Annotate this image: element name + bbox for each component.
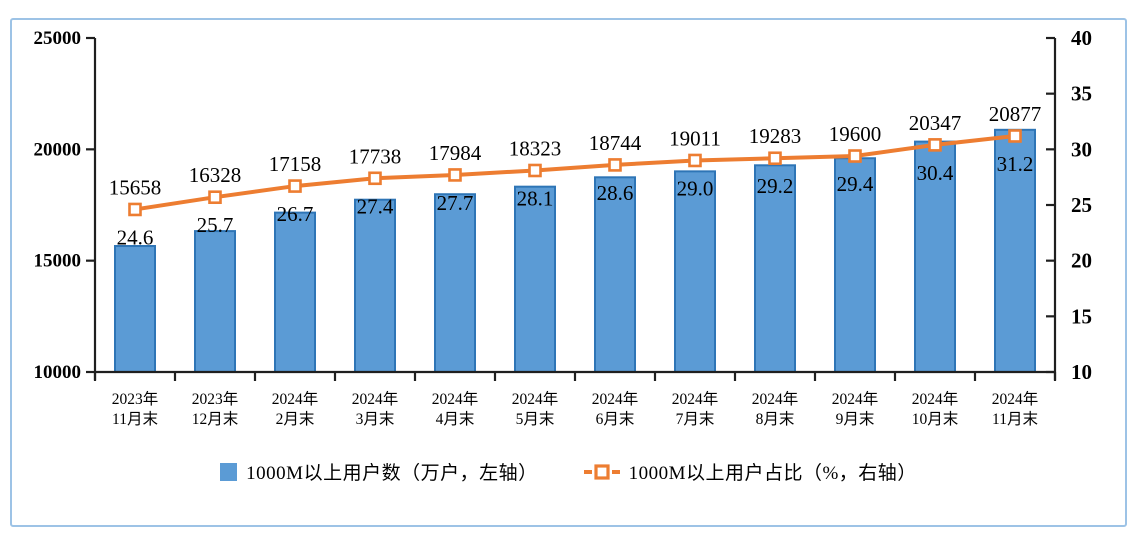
line-marker — [368, 171, 382, 186]
legend-item-line-series: 1000M以上用户占比（%，右轴） — [583, 458, 917, 485]
line-value-label: 24.6 — [117, 225, 154, 249]
x-category-label-month: 4月末 — [436, 410, 475, 428]
line-marker — [848, 149, 862, 163]
line-value-label: 29.2 — [757, 174, 794, 198]
line-marker — [768, 151, 782, 166]
line-value-label: 28.6 — [597, 181, 634, 205]
bar-series-label: 1000M以上用户数（万户，左轴） — [246, 463, 538, 484]
bar-value-label: 16328 — [189, 163, 242, 187]
bar — [194, 230, 236, 373]
bar — [434, 193, 476, 373]
bar — [674, 170, 716, 373]
right-axis-tick-label: 20 — [1071, 249, 1092, 273]
x-category-label-month: 11月末 — [992, 410, 1038, 428]
right-axis-tick-label: 15 — [1071, 304, 1092, 328]
bar-value-label: 18323 — [509, 136, 562, 160]
bar — [594, 176, 636, 373]
line-marker — [208, 190, 222, 205]
x-category-label-year: 2024年 — [752, 390, 799, 408]
x-category-label-year: 2024年 — [272, 390, 319, 408]
line-marker — [128, 202, 142, 217]
bar-value-label: 18744 — [589, 131, 642, 155]
line-value-label: 29.0 — [677, 176, 714, 200]
bar-value-label: 19283 — [749, 124, 802, 148]
chart-legend: 1000M以上用户数（万户，左轴） 1000M以上用户占比（%，右轴） — [0, 458, 1137, 485]
line-value-label: 25.7 — [197, 213, 234, 237]
bar-value-label: 17738 — [349, 144, 402, 168]
line-value-label: 27.4 — [357, 194, 394, 218]
x-category-label-year: 2023年 — [192, 390, 239, 408]
line-marker — [928, 138, 942, 152]
line-marker — [448, 168, 462, 182]
left-axis-tick-label: 25000 — [34, 28, 82, 49]
x-category-label-year: 2024年 — [512, 390, 559, 408]
bar — [114, 245, 156, 373]
line-value-label: 27.7 — [437, 191, 474, 215]
line-value-label: 29.4 — [837, 172, 874, 196]
line-marker — [288, 179, 302, 193]
x-category-label-month: 10月末 — [912, 410, 959, 428]
x-category-label-month: 11月末 — [112, 410, 158, 428]
x-category-label-year: 2024年 — [432, 390, 479, 408]
bar-value-label: 17158 — [269, 152, 322, 176]
bar — [514, 185, 556, 373]
bar-value-label: 17984 — [429, 141, 482, 165]
line-series-label: 1000M以上用户占比（%，右轴） — [628, 463, 917, 484]
line-value-label: 26.7 — [277, 202, 314, 226]
x-category-label-month: 8月末 — [756, 410, 795, 428]
bar — [914, 140, 956, 373]
bar — [834, 157, 876, 373]
bar-value-label: 20877 — [989, 102, 1042, 126]
line-series-swatch-icon — [583, 463, 620, 480]
bar-series-swatch-icon — [220, 462, 238, 481]
left-axis-tick-label: 20000 — [34, 139, 82, 160]
x-category-label-month: 7月末 — [676, 410, 715, 428]
x-category-label-year: 2024年 — [912, 390, 959, 408]
left-axis-tick-label: 15000 — [34, 251, 82, 272]
x-category-label-year: 2024年 — [672, 390, 719, 408]
bar-value-label: 19600 — [829, 122, 882, 146]
line-marker — [688, 153, 702, 168]
x-category-label-year: 2024年 — [352, 390, 399, 408]
left-axis-tick-label: 10000 — [34, 362, 82, 383]
line-marker — [528, 163, 542, 178]
x-category-label-month: 6月末 — [596, 410, 635, 428]
line-value-label: 30.4 — [917, 161, 954, 185]
bar — [754, 164, 796, 373]
line-value-label: 31.2 — [997, 152, 1034, 176]
bar-value-label: 15658 — [109, 175, 162, 199]
line-marker — [608, 158, 622, 172]
x-category-label-month: 9月末 — [836, 410, 875, 428]
x-category-label-month: 5月末 — [516, 410, 555, 428]
right-axis-tick-label: 30 — [1071, 137, 1092, 161]
bar-value-label: 19011 — [669, 126, 721, 150]
x-category-label-year: 2023年 — [112, 390, 159, 408]
x-category-label-year: 2024年 — [992, 390, 1039, 408]
x-category-label-month: 3月末 — [356, 410, 395, 428]
bar — [354, 198, 396, 373]
line-marker-glyph — [583, 463, 620, 480]
x-category-label-year: 2024年 — [592, 390, 639, 408]
line-series-path — [134, 133, 1016, 212]
x-category-label-year: 2024年 — [832, 390, 879, 408]
x-category-label-month: 12月末 — [192, 410, 239, 428]
right-axis-tick-label: 25 — [1071, 193, 1092, 217]
bar-value-label: 20347 — [909, 111, 962, 135]
right-axis-tick-label: 10 — [1071, 360, 1092, 384]
bar — [274, 211, 316, 373]
line-marker — [1008, 129, 1022, 143]
right-axis-tick-label: 40 — [1071, 26, 1092, 50]
right-axis-tick-label: 35 — [1071, 82, 1092, 106]
x-category-label-month: 2月末 — [276, 410, 315, 428]
legend-item-bar-series: 1000M以上用户数（万户，左轴） — [220, 458, 537, 485]
line-value-label: 28.1 — [517, 186, 554, 210]
